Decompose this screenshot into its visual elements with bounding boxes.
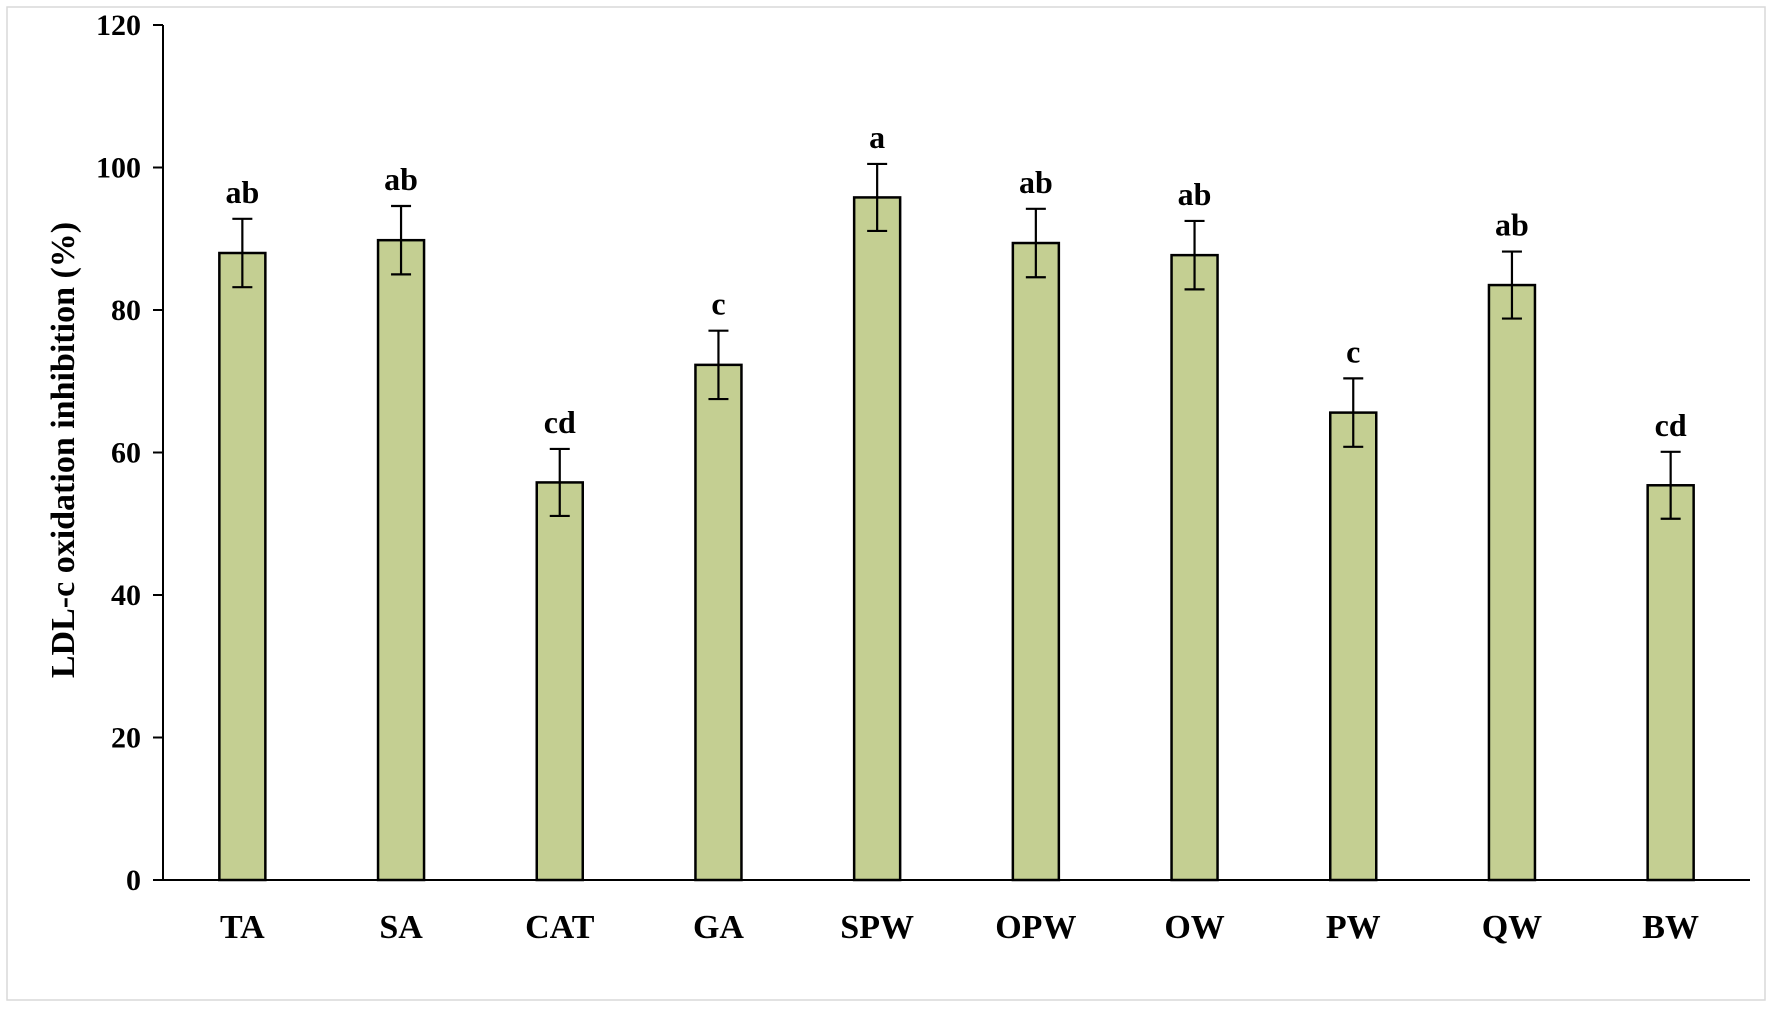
significance-letter: c: [711, 286, 725, 322]
x-tick-label: BW: [1642, 909, 1699, 946]
x-tick-label: SA: [379, 909, 423, 946]
bar-ow: [1170, 253, 1219, 882]
x-tick-label: PW: [1326, 909, 1381, 946]
significance-letter: ab: [384, 161, 418, 197]
x-tick-label: QW: [1482, 909, 1542, 946]
x-tick-label: CAT: [525, 909, 595, 946]
bar-pw: [1329, 411, 1378, 882]
x-tick-label: OW: [1164, 909, 1224, 946]
x-tick-label: OPW: [995, 909, 1076, 946]
y-tick-label: 0: [126, 864, 141, 897]
bar-sa: [376, 238, 426, 882]
x-tick-label: SPW: [840, 909, 914, 946]
bar-ta: [218, 251, 267, 882]
significance-letter: ab: [1495, 207, 1529, 243]
y-tick-label: 100: [96, 152, 141, 185]
significance-letter: ab: [225, 174, 259, 210]
significance-letter: ab: [1019, 164, 1053, 200]
y-tick-label: 60: [111, 437, 141, 470]
significance-letter: ab: [1178, 176, 1212, 212]
significance-letter: cd: [1655, 407, 1687, 443]
significance-letter: a: [869, 119, 885, 155]
bar-ga: [694, 363, 743, 882]
y-axis-title: LDL-c oxidation inhibition (%): [45, 222, 82, 678]
y-tick-label: 80: [111, 294, 141, 327]
y-tick-label: 120: [96, 9, 141, 42]
bar-opw: [1011, 241, 1061, 882]
bar-cat: [535, 481, 584, 882]
y-tick-label: 40: [111, 579, 141, 612]
bar-spw: [852, 196, 902, 882]
x-tick-label: GA: [693, 909, 744, 946]
bar-bw: [1646, 484, 1695, 882]
x-tick-label: TA: [220, 909, 265, 946]
significance-letter: cd: [544, 404, 576, 440]
significance-letter: c: [1346, 333, 1360, 369]
y-tick-label: 20: [111, 722, 141, 755]
bar-qw: [1487, 283, 1537, 882]
